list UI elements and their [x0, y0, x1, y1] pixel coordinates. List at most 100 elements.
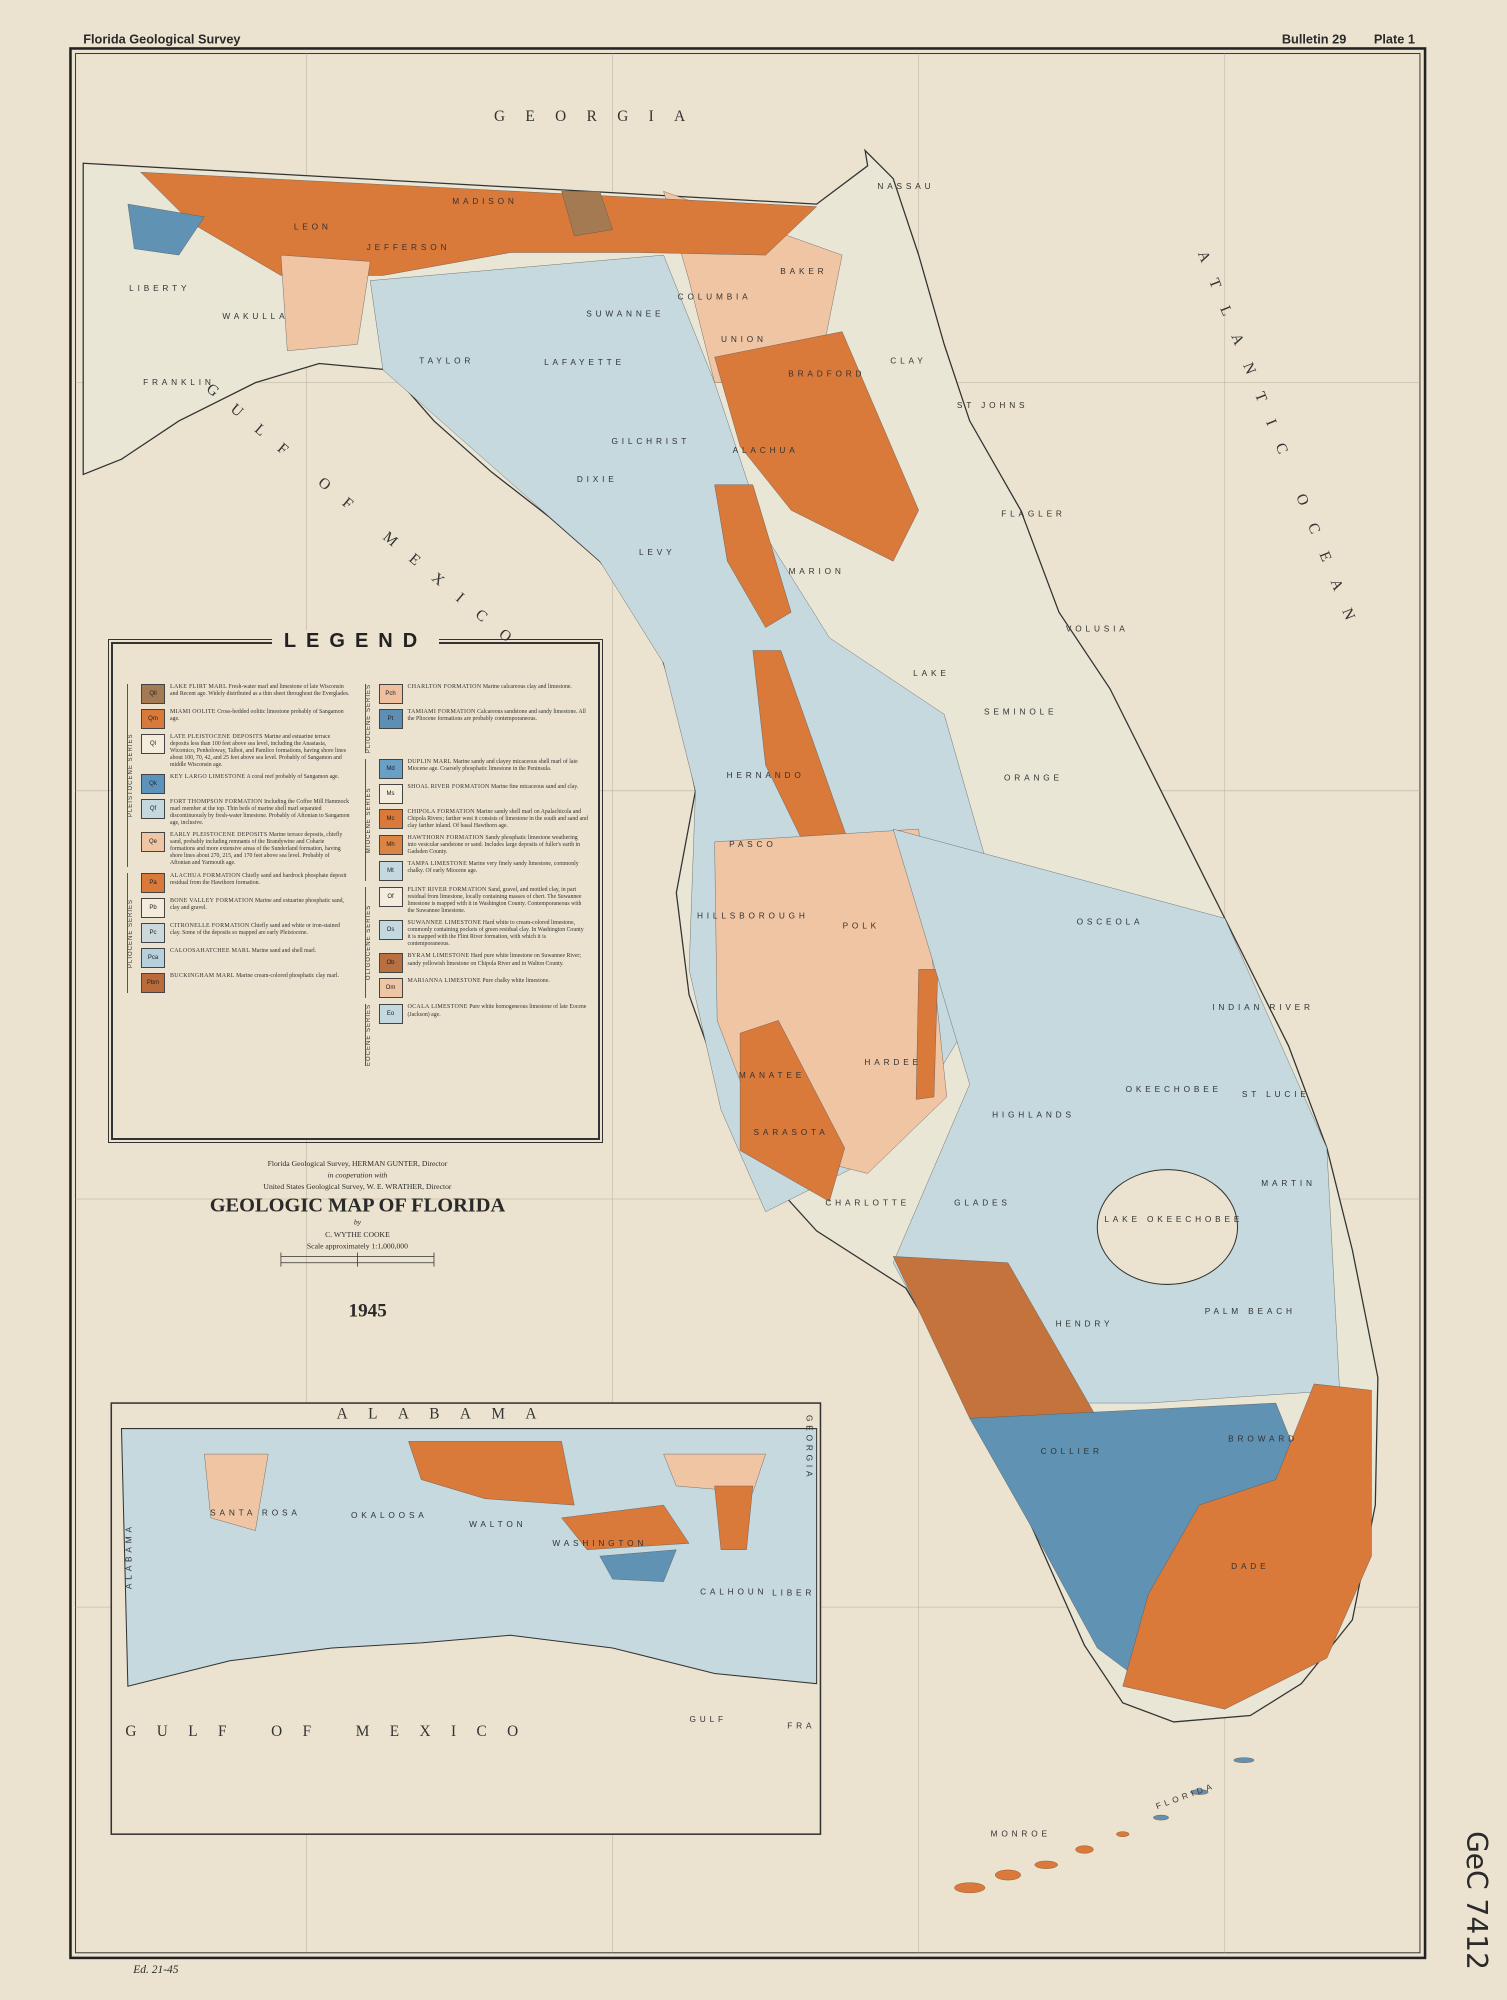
legend-entries: Pa ALACHUA FORMATION Chiefly sand and har… [138, 873, 351, 994]
inset-label: WASHINGTON [552, 1538, 647, 1548]
map-label: UNION [721, 334, 767, 344]
legend-entry: Pc CITRONELLE FORMATION Chiefly sand and … [141, 923, 351, 944]
legend-swatch: Mh [378, 835, 403, 856]
legend-title-wrap: LEGEND [113, 630, 598, 653]
series-label: MIOCENE SERIES [365, 787, 372, 853]
map-label: CLAY [890, 356, 926, 366]
map-label: ATLANTIC OCEAN [1194, 248, 1366, 641]
legend-entry: Om MARIANNA LIMESTONE Pure chalky white l… [378, 978, 589, 999]
map-label: ST JOHNS [957, 400, 1028, 410]
map-label: ORANGE [1004, 773, 1063, 783]
map-label: JEFFERSON [367, 242, 451, 252]
legend-text: CHARLTON FORMATION Marine calcareous cla… [408, 684, 572, 691]
formation-description: Hard pure white limestone on Suwannee Ri… [407, 953, 581, 967]
title-line: Florida Geological Survey, HERMAN GUNTER… [268, 1159, 448, 1168]
header-plate: Plate 1 [1374, 31, 1415, 46]
legend-entries: Pch CHARLTON FORMATION Marine calcareous … [376, 684, 589, 753]
legend-text: CITRONELLE FORMATION Chiefly sand and wh… [170, 923, 351, 937]
formation-name: SHOAL RIVER FORMATION [407, 784, 490, 791]
legend-group: MIOCENE SERIES Md DUPLIN MARL Marine sandy… [364, 759, 589, 882]
inset-label: OKALOOSA [351, 1510, 428, 1520]
inset-label: GULF [690, 1714, 727, 1724]
legend-swatch: Pb [141, 898, 165, 919]
legend-columns: PLEISTOCENE SERIES Qll LAKE FLIRT MARL Fre… [127, 684, 588, 1128]
scale-bar [280, 1252, 435, 1267]
legend-text: MARIANNA LIMESTONE Pure chalky white lim… [408, 978, 550, 985]
legend-entry: Ob BYRAM LIMESTONE Hard pure white limest… [378, 953, 589, 974]
title-line: United States Geological Survey, W. E. W… [263, 1182, 451, 1191]
formation-description: Sand, gravel, and mottled clay, in part … [407, 887, 582, 915]
title-by: by [354, 1217, 362, 1226]
map-label: WAKULLA [222, 311, 288, 321]
legend-text: FORT THOMPSON FORMATION Including the Co… [170, 799, 351, 827]
formation-description: Cross-bedded oolitic limestone probably … [170, 709, 344, 723]
legend-entry: Os SUWANNEE LIMESTONE Hard white to cream… [378, 920, 589, 948]
legend-text: SUWANNEE LIMESTONE Hard white to cream-c… [408, 920, 589, 948]
formation-description: Marine sandy and clayey micaceous shell … [407, 759, 578, 773]
header-bulletin: Bulletin 29 [1282, 31, 1346, 46]
legend-text: CALOOSAHATCHEE MARL Marine sand and shel… [170, 948, 316, 955]
legend-swatch: Qm [141, 709, 165, 729]
formation-name: BONE VALLEY FORMATION [170, 898, 254, 905]
legend-swatch: Mt [378, 861, 403, 882]
legend-entry: Of FLINT RIVER FORMATION Sand, gravel, an… [378, 887, 589, 915]
legend-swatch: Md [378, 759, 403, 780]
legend-swatch: Of [378, 887, 403, 908]
formation-name: BYRAM LIMESTONE [407, 953, 470, 960]
map-label: LEVY [639, 547, 675, 557]
legend-entry: Pa ALACHUA FORMATION Chiefly sand and har… [141, 873, 351, 894]
legend-text: SHOAL RIVER FORMATION Marine fine micace… [408, 784, 579, 791]
legend-text: FLINT RIVER FORMATION Sand, gravel, and … [408, 887, 589, 915]
stamp: GeC 7412 [1460, 1831, 1493, 1970]
inset-label: LIBER [772, 1588, 815, 1598]
title-scale: Scale approximately 1:1,000,000 [307, 1242, 408, 1251]
formation-description: Marine sandy shell marl on Apalachicola … [407, 809, 588, 830]
map-label: FLORIDA [1154, 1780, 1216, 1811]
formation-name: LAKE FLIRT MARL [170, 684, 228, 690]
map-label: HIGHLANDS [992, 1109, 1075, 1119]
legend-entry: Eo OCALA LIMESTONE Pure white homogeneous… [378, 1004, 589, 1025]
legend-entry: Pb BONE VALLEY FORMATION Marine and estua… [141, 898, 351, 919]
map-label: GILCHRIST [612, 436, 691, 446]
inset-label: CALHOUN [700, 1586, 767, 1596]
formation-description: Calcareous sandstone and sandy limestone… [407, 709, 586, 723]
map-label: LAFAYETTE [544, 357, 625, 367]
legend-swatch: Pa [141, 873, 165, 894]
legend-text: ALACHUA FORMATION Chiefly sand and hardr… [170, 873, 351, 887]
formation-description: Marine and estuarine phosphatic sand, cl… [170, 898, 345, 912]
inset-label: WALTON [469, 1519, 526, 1529]
formation-description: Marine very finely sandy limestone, comm… [407, 861, 579, 875]
legend-swatch: Pca [141, 948, 165, 969]
formation-description: Marine fine micaceous sand and clay. [491, 784, 579, 791]
legend-swatch: Ob [378, 953, 403, 974]
map-label: OKEECHOBEE [1126, 1084, 1222, 1094]
series-label: EOCENE SERIES [365, 1004, 372, 1067]
legend-swatch: Qll [141, 684, 165, 704]
map-label: LEON [294, 222, 332, 232]
formation-description: Pure white homogeneous limestone of late… [407, 1004, 587, 1018]
map-label: HARDEE [864, 1057, 921, 1067]
map-label: HILLSBOROUGH [697, 910, 809, 920]
legend-swatch: Pbm [141, 973, 165, 994]
formation-name: CHIPOLA FORMATION [407, 809, 475, 816]
map-label: SEMINOLE [984, 706, 1057, 716]
legend-text: BYRAM LIMESTONE Hard pure white limeston… [408, 953, 589, 967]
formation-name: MIAMI OOLITE [170, 709, 216, 715]
map-label: LAKE [913, 668, 949, 678]
map-label: FLAGLER [1001, 509, 1066, 519]
title-line: in cooperation with [328, 1170, 388, 1179]
inset-label: ALABAMA [124, 1523, 134, 1589]
map-label: SARASOTA [754, 1127, 829, 1137]
formation-name: KEY LARGO LIMESTONE [170, 774, 246, 780]
legend-entry: Md DUPLIN MARL Marine sandy and clayey mi… [378, 759, 589, 780]
formation-description: Marine sand and shell marl. [251, 948, 317, 955]
formation-description: Marine and estuarine terrace deposits le… [170, 734, 346, 769]
map-label: NASSAU [877, 181, 934, 191]
formation-name: CITRONELLE FORMATION [170, 923, 250, 930]
series-label: PLIOCENE SERIES [128, 898, 134, 968]
formation-name: ALACHUA FORMATION [170, 873, 241, 880]
formation-name: LATE PLEISTOCENE DEPOSITS [170, 734, 263, 740]
legend-entry: Qm MIAMI OOLITE Cross-bedded oolitic lime… [141, 709, 351, 729]
series-label: PLEISTOCENE SERIES [128, 733, 134, 818]
